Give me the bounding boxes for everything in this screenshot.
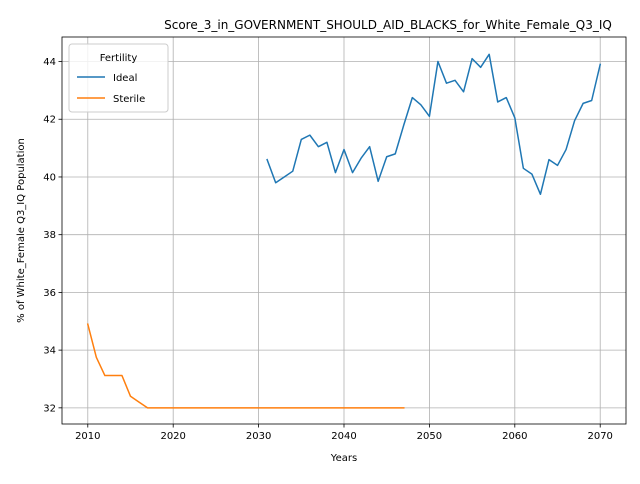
series-lines <box>86 53 602 409</box>
legend-label-sterile: Sterile <box>113 94 145 105</box>
series-line-ideal <box>266 53 602 196</box>
series-line-sterile <box>86 323 405 409</box>
y-tick-label: 32 <box>43 403 56 414</box>
x-tick-label: 2060 <box>502 431 527 442</box>
y-tick-label: 36 <box>43 288 56 299</box>
legend-box <box>68 43 169 113</box>
x-tick-label: 2030 <box>246 431 271 442</box>
legend-title: Fertility <box>100 53 138 64</box>
chart-title: Score_3_in_GOVERNMENT_SHOULD_AID_BLACKS_… <box>164 18 612 32</box>
x-axis-ticks: 2010 2020 2030 2040 2050 2060 2070 <box>75 424 613 442</box>
y-tick-label: 34 <box>43 346 56 357</box>
legend: Fertility Ideal Sterile <box>68 43 169 113</box>
y-axis-ticks: 32 34 36 38 40 42 44 <box>43 57 62 414</box>
legend-entries: Ideal Sterile <box>77 73 145 105</box>
y-tick-label: 44 <box>43 57 56 68</box>
x-axis-label: Years <box>330 453 357 464</box>
y-tick-label: 42 <box>43 115 56 126</box>
legend-label-ideal: Ideal <box>113 73 137 84</box>
x-tick-label: 2070 <box>587 431 612 442</box>
grid-lines <box>62 37 626 424</box>
y-axis-label: % of White_Female Q3_IQ Population <box>16 138 27 323</box>
x-tick-label: 2020 <box>160 431 185 442</box>
x-tick-label: 2010 <box>75 431 100 442</box>
y-tick-label: 40 <box>43 172 56 183</box>
x-tick-label: 2040 <box>331 431 356 442</box>
y-tick-label: 38 <box>43 230 56 241</box>
x-tick-label: 2050 <box>417 431 442 442</box>
